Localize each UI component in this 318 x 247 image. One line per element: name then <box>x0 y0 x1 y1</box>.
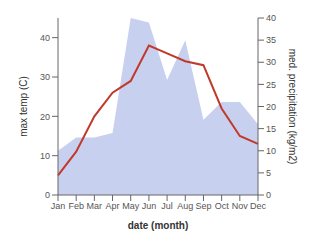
svg-text:Mar: Mar <box>87 201 103 211</box>
svg-text:Jan: Jan <box>51 201 66 211</box>
svg-text:date (month): date (month) <box>128 220 189 231</box>
svg-text:med. precipitation (kg/m2): med. precipitation (kg/m2) <box>287 49 298 165</box>
svg-text:35: 35 <box>266 35 276 45</box>
svg-text:40: 40 <box>40 33 50 43</box>
svg-text:Jul: Jul <box>161 201 173 211</box>
svg-text:Nov: Nov <box>232 201 249 211</box>
svg-text:Jun: Jun <box>142 201 157 211</box>
svg-text:Aug: Aug <box>177 201 193 211</box>
svg-text:May: May <box>122 201 140 211</box>
svg-text:25: 25 <box>266 80 276 90</box>
svg-text:20: 20 <box>266 102 276 112</box>
svg-text:Feb: Feb <box>68 201 84 211</box>
svg-text:10: 10 <box>40 151 50 161</box>
svg-text:Dec: Dec <box>250 201 267 211</box>
svg-text:0: 0 <box>45 190 50 200</box>
svg-text:Oct: Oct <box>215 201 230 211</box>
svg-text:Sep: Sep <box>195 201 211 211</box>
svg-text:30: 30 <box>266 57 276 67</box>
svg-text:15: 15 <box>266 124 276 134</box>
svg-text:5: 5 <box>266 168 271 178</box>
svg-text:40: 40 <box>266 13 276 23</box>
svg-text:max temp (C): max temp (C) <box>18 76 29 137</box>
svg-text:Apr: Apr <box>106 201 120 211</box>
svg-text:30: 30 <box>40 72 50 82</box>
svg-text:10: 10 <box>266 146 276 156</box>
svg-text:0: 0 <box>266 190 271 200</box>
svg-text:20: 20 <box>40 112 50 122</box>
